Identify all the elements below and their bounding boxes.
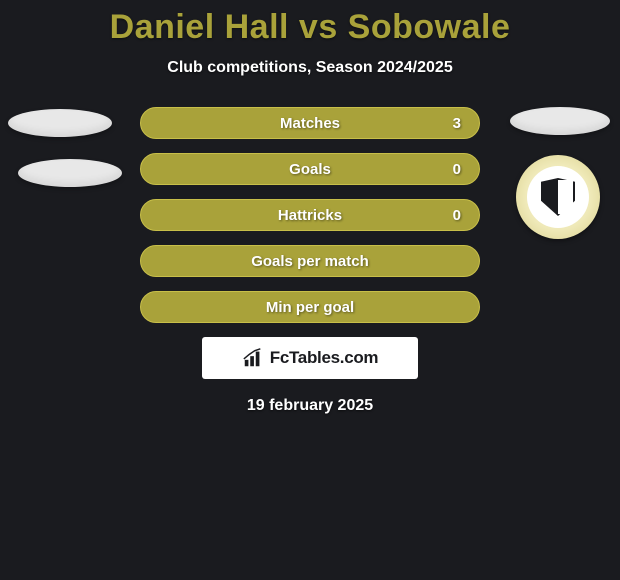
stat-bar-matches: Matches 3: [140, 107, 480, 139]
brand-text: FcTables.com: [270, 348, 379, 368]
brand-link[interactable]: FcTables.com: [202, 337, 418, 379]
player-left-placeholder-2: [18, 159, 122, 187]
player-left-placeholder-1: [8, 109, 112, 137]
club-badge: [516, 155, 600, 239]
stat-bar-goals-per-match: Goals per match: [140, 245, 480, 277]
bar-chart-icon: [242, 347, 264, 369]
page-title: Daniel Hall vs Sobowale: [0, 8, 620, 47]
club-badge-inner: [527, 166, 589, 228]
date-label: 19 february 2025: [0, 397, 620, 415]
page-subtitle: Club competitions, Season 2024/2025: [0, 59, 620, 77]
stat-bar-hattricks: Hattricks 0: [140, 199, 480, 231]
stat-value: 0: [453, 207, 461, 224]
stats-area: Matches 3 Goals 0 Hattricks 0 Goals per …: [0, 107, 620, 323]
stat-bar-goals: Goals 0: [140, 153, 480, 185]
shield-icon: [541, 178, 575, 216]
stat-label: Min per goal: [141, 299, 479, 316]
stat-label: Goals per match: [141, 253, 479, 270]
stat-value: 3: [453, 115, 461, 132]
stat-label: Hattricks: [141, 207, 479, 224]
stat-row: Min per goal: [0, 291, 620, 323]
comparison-widget: Daniel Hall vs Sobowale Club competition…: [0, 0, 620, 415]
stat-row: Goals per match: [0, 245, 620, 277]
stat-value: 0: [453, 161, 461, 178]
stat-bar-min-per-goal: Min per goal: [140, 291, 480, 323]
stat-label: Matches: [141, 115, 479, 132]
player-right-placeholder: [510, 107, 610, 135]
stat-label: Goals: [141, 161, 479, 178]
